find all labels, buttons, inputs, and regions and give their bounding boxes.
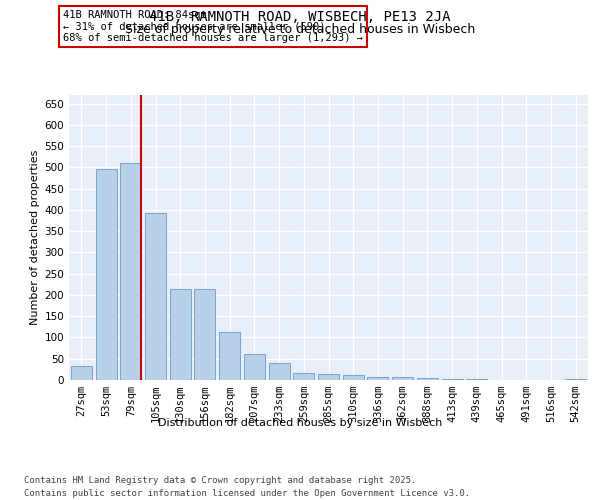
Bar xyxy=(269,364,290,380)
Bar xyxy=(466,379,487,380)
Bar xyxy=(367,376,388,380)
Bar xyxy=(145,213,166,380)
Text: Contains HM Land Registry data © Crown copyright and database right 2025.
Contai: Contains HM Land Registry data © Crown c… xyxy=(24,476,470,498)
Bar xyxy=(417,378,438,380)
Bar xyxy=(244,354,265,380)
Text: Distribution of detached houses by size in Wisbech: Distribution of detached houses by size … xyxy=(158,418,442,428)
Bar xyxy=(170,289,191,380)
Bar xyxy=(95,168,116,380)
Text: Size of property relative to detached houses in Wisbech: Size of property relative to detached ho… xyxy=(125,22,475,36)
Bar xyxy=(293,373,314,380)
Bar xyxy=(71,366,92,380)
Bar xyxy=(219,332,240,380)
Bar xyxy=(565,378,586,380)
Text: 41B RAMNOTH ROAD: 84sqm
← 31% of detached houses are smaller (590)
68% of semi-d: 41B RAMNOTH ROAD: 84sqm ← 31% of detache… xyxy=(63,10,363,43)
Bar xyxy=(120,163,141,380)
Bar xyxy=(392,376,413,380)
Bar xyxy=(318,374,339,380)
Bar xyxy=(343,375,364,380)
Bar xyxy=(194,289,215,380)
Bar xyxy=(442,378,463,380)
Y-axis label: Number of detached properties: Number of detached properties xyxy=(30,150,40,325)
Text: 41B, RAMNOTH ROAD, WISBECH, PE13 2JA: 41B, RAMNOTH ROAD, WISBECH, PE13 2JA xyxy=(149,10,451,24)
